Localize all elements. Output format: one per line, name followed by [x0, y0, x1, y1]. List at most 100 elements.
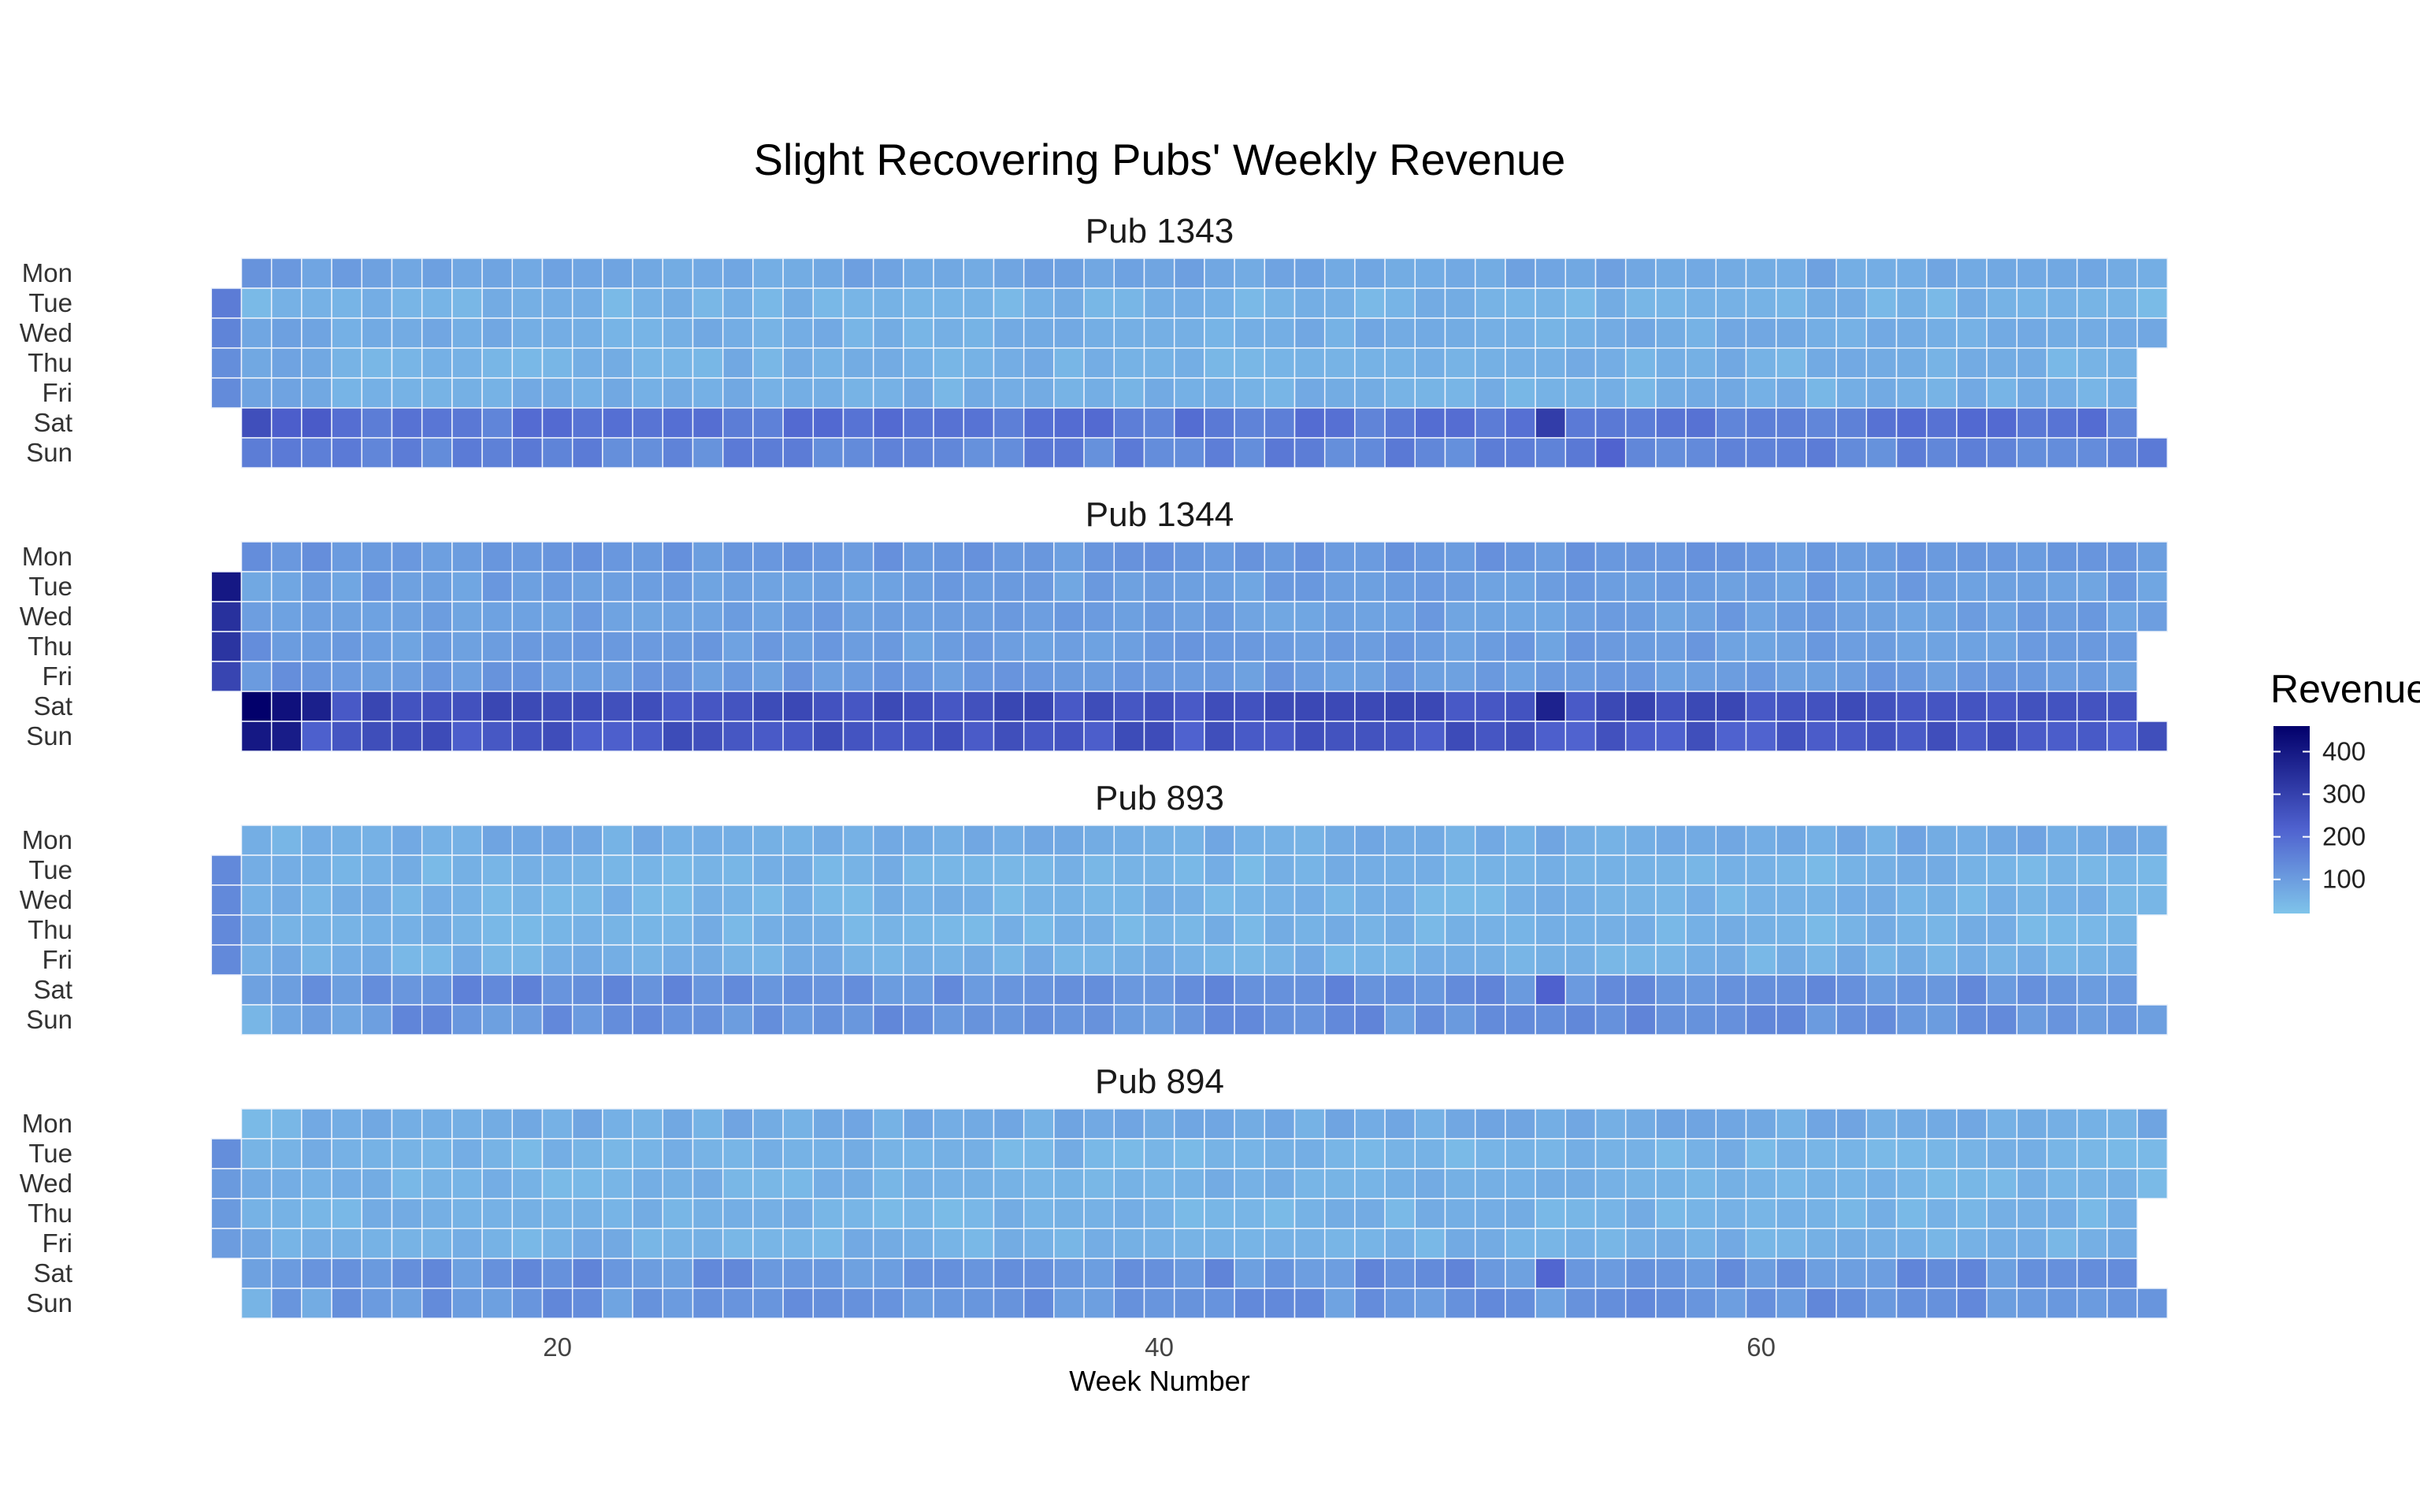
heatmap-cell	[1505, 914, 1536, 946]
heatmap-cell	[1564, 407, 1597, 439]
heatmap-cell	[1354, 721, 1386, 752]
heatmap-cell	[361, 631, 393, 662]
heatmap-cell	[541, 944, 573, 976]
heatmap-cell	[331, 854, 363, 886]
heatmap-cell	[2016, 944, 2048, 976]
heatmap-cell	[1986, 1288, 2018, 1319]
heatmap-cell	[481, 974, 514, 1006]
heatmap-cell	[1083, 974, 1115, 1006]
heatmap-cell	[1143, 914, 1175, 946]
heatmap-cell	[722, 661, 754, 692]
heatmap-cell	[752, 1168, 784, 1199]
heatmap-cell	[1323, 1168, 1356, 1199]
heatmap-cell	[541, 1138, 573, 1169]
heatmap-cell	[963, 661, 995, 692]
heatmap-cell	[1895, 944, 1928, 976]
heatmap-cell	[571, 571, 603, 602]
heatmap-cell	[1895, 1138, 1928, 1169]
heatmap-cell	[1624, 631, 1657, 662]
heatmap-cell	[662, 1168, 694, 1199]
heatmap-cell	[270, 884, 302, 916]
heatmap-cell	[1505, 854, 1536, 886]
heatmap-cell	[270, 914, 302, 946]
heatmap-cell	[391, 541, 423, 573]
heatmap-cell	[2076, 974, 2108, 1006]
heatmap-cell	[2076, 825, 2108, 856]
heatmap-cell	[692, 1228, 724, 1259]
heatmap-cell	[963, 1258, 995, 1289]
heatmap-cell	[1474, 721, 1506, 752]
heatmap-cell	[240, 377, 273, 409]
heatmap-cell	[1685, 571, 1717, 602]
heatmap-cell	[210, 601, 243, 632]
heatmap-cell	[1564, 437, 1597, 469]
heatmap-cell	[903, 974, 934, 1006]
heatmap-cell	[1835, 571, 1868, 602]
heatmap-cell	[1474, 884, 1506, 916]
heatmap-cell	[903, 661, 934, 692]
heatmap-cell	[210, 944, 243, 976]
heatmap-cell	[632, 1258, 664, 1289]
heatmap-cell	[722, 258, 754, 289]
heatmap-cell	[1354, 317, 1386, 349]
heatmap-cell	[1925, 1288, 1958, 1319]
heatmap-cell	[632, 721, 664, 752]
heatmap-cell	[933, 1138, 965, 1169]
heatmap-cell	[1234, 1168, 1266, 1199]
heatmap-cell	[1173, 437, 1205, 469]
heatmap-cell	[1564, 1004, 1597, 1036]
heatmap-cell	[2046, 884, 2078, 916]
heatmap-cell	[1264, 287, 1296, 319]
heatmap-cell	[421, 601, 453, 632]
heatmap-cell	[752, 661, 784, 692]
heatmap-cell	[872, 631, 904, 662]
heatmap-cell	[1323, 661, 1356, 692]
heatmap-cell	[1505, 974, 1536, 1006]
heatmap-cell	[1806, 1288, 1837, 1319]
heatmap-cell	[1414, 347, 1446, 379]
heatmap-cell	[722, 571, 754, 602]
heatmap-cell	[451, 601, 483, 632]
heatmap-cell	[1323, 437, 1356, 469]
heatmap-cell	[842, 317, 874, 349]
heatmap-cell	[1173, 347, 1205, 379]
heatmap-cell	[1775, 1138, 1807, 1169]
heatmap-cell	[331, 347, 363, 379]
heatmap-cell	[842, 1198, 874, 1229]
heatmap-cell	[1715, 631, 1747, 662]
heatmap-cell	[1204, 571, 1235, 602]
day-label: Tue	[28, 1139, 72, 1168]
heatmap-cell	[933, 721, 965, 752]
heatmap-cell	[1264, 437, 1296, 469]
heatmap-cell	[1173, 1198, 1205, 1229]
heatmap-cell	[2136, 1108, 2169, 1140]
heatmap-cell	[451, 631, 483, 662]
heatmap-cell	[1594, 541, 1627, 573]
heatmap-cell	[361, 1168, 393, 1199]
heatmap-cell	[1444, 571, 1476, 602]
heatmap-cell	[571, 1258, 603, 1289]
heatmap-cell	[1083, 377, 1115, 409]
heatmap-cell	[1323, 258, 1356, 289]
heatmap-cell	[602, 1168, 633, 1199]
heatmap-cell	[270, 601, 302, 632]
heatmap-cell	[2136, 825, 2169, 856]
heatmap-cell	[1023, 258, 1055, 289]
heatmap-cell	[1535, 884, 1567, 916]
heatmap-cell	[993, 1228, 1025, 1259]
heatmap-cell	[1323, 571, 1356, 602]
heatmap-cell	[1835, 1108, 1868, 1140]
heatmap-cell	[1925, 437, 1958, 469]
heatmap-cell	[1685, 407, 1717, 439]
heatmap-cell	[1204, 287, 1235, 319]
heatmap-cell	[1535, 258, 1567, 289]
heatmap-cell	[2136, 1004, 2169, 1036]
heatmap-cell	[1444, 854, 1476, 886]
heatmap-cell	[1294, 914, 1326, 946]
heatmap-cell	[1745, 407, 1777, 439]
heatmap-cell	[361, 825, 393, 856]
heatmap-cell	[812, 258, 844, 289]
heatmap-cell	[1564, 691, 1597, 722]
heatmap-cell	[1474, 661, 1506, 692]
